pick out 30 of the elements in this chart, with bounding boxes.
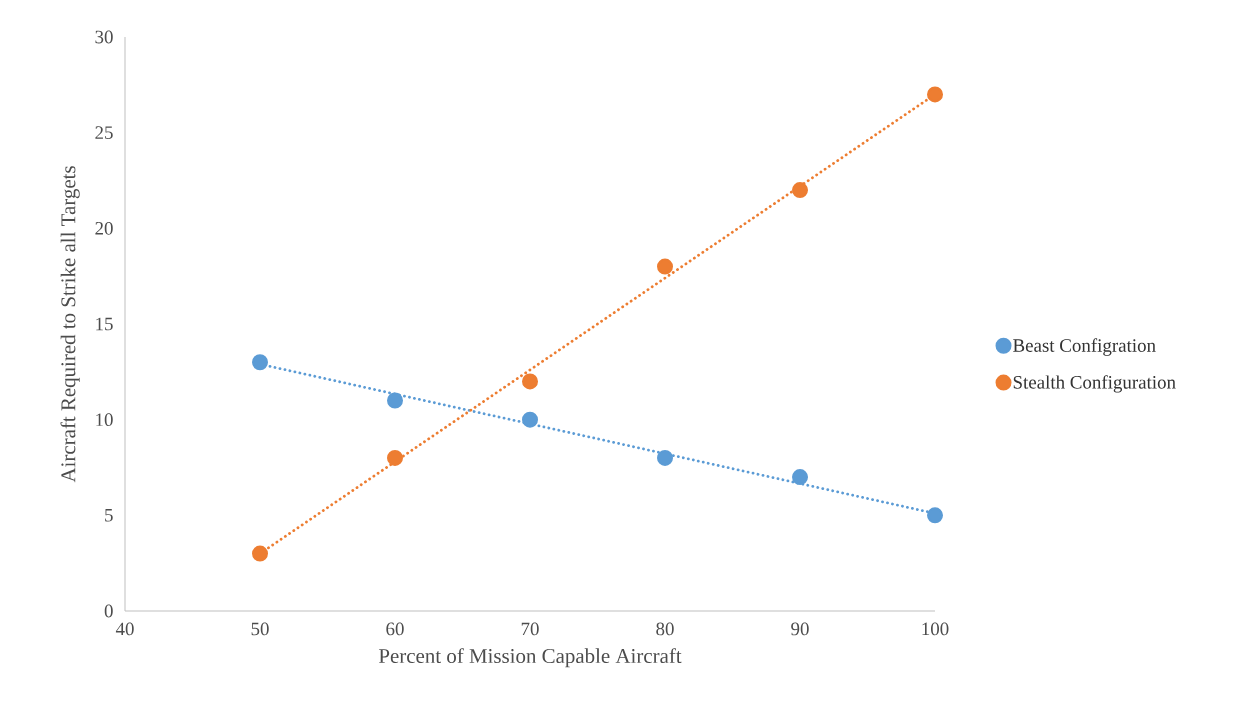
point — [792, 182, 809, 199]
point — [252, 354, 268, 371]
y-axis-title: Aircraft Required to Strike all Targets — [60, 166, 80, 483]
x-tick-label: 60 — [386, 622, 404, 636]
x-tick-label: 50 — [251, 622, 269, 636]
x-tick-label: 80 — [656, 622, 674, 636]
y-tick-label: 5 — [105, 509, 113, 522]
y-tick-label: 0 — [104, 604, 113, 618]
point — [522, 411, 538, 428]
y-tick-label: 20 — [95, 221, 113, 235]
point — [522, 373, 538, 390]
point — [387, 392, 403, 409]
x-tick-label: 90 — [791, 622, 809, 636]
point — [252, 545, 268, 562]
legend-label: Beast Configration — [1013, 338, 1156, 356]
x-axis-title: Percent of Mission Capable Aircraft — [378, 648, 682, 668]
point — [657, 258, 673, 275]
point — [792, 469, 809, 486]
point — [927, 507, 944, 524]
y-tick-label: 30 — [95, 30, 113, 44]
x-tick-label: 70 — [521, 622, 539, 636]
legend-label: Stealth Configuration — [1013, 375, 1176, 393]
x-tick-label: 40 — [115, 622, 134, 636]
point — [387, 449, 403, 466]
y-tick-label: 25 — [95, 126, 113, 140]
point — [927, 86, 944, 103]
x-tick-label: 100 — [922, 622, 949, 636]
y-tick-label: 15 — [96, 317, 113, 331]
y-tick-label: 10 — [96, 413, 113, 427]
point — [657, 449, 673, 466]
